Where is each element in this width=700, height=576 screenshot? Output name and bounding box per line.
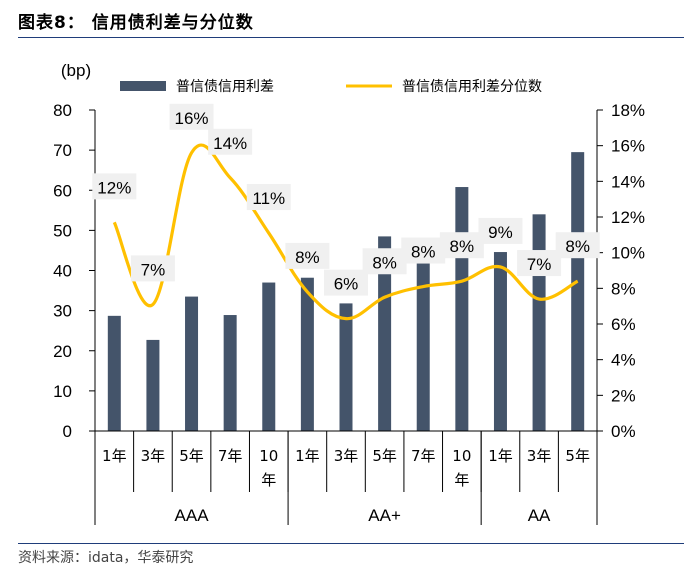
bar	[185, 296, 199, 431]
bar	[107, 315, 121, 431]
data-label-bg	[439, 232, 484, 259]
category-label: 3年	[334, 447, 359, 465]
source-note: 资料来源：idata，华泰研究	[18, 550, 194, 566]
data-label-bg	[92, 173, 137, 200]
right-tick-label: 6%	[611, 315, 636, 334]
left-tick-label: 20	[53, 342, 72, 361]
x-axis: 1年 3年 5年 7年 10 年 1年 3年 5年 7年 10 年 1年 3年 5年 AAA AA+ AA	[94, 430, 598, 525]
left-tick-label: 50	[53, 221, 72, 240]
bar	[571, 152, 585, 431]
data-label: 14%	[213, 134, 247, 153]
data-label-bg	[478, 217, 523, 244]
right-tick-label: 16%	[611, 137, 645, 156]
right-axis: 0% 2% 4% 6% 8% 10% 12% 14% 16% 18%	[596, 101, 645, 441]
data-label: 7%	[141, 260, 166, 279]
group-label: AAA	[175, 506, 210, 525]
data-label: 8%	[295, 248, 320, 267]
bar	[339, 303, 353, 431]
legend-line-label: 普信债信用利差分位数	[402, 79, 542, 95]
data-label-bg	[169, 103, 214, 130]
right-tick-label: 12%	[611, 208, 645, 227]
left-tick-label: 70	[53, 141, 72, 160]
data-label-bg	[555, 232, 600, 259]
legend-bar-label: 普信债信用利差	[176, 79, 274, 95]
category-label-line2: 年	[454, 471, 469, 489]
line-data-labels: 12% 7% 16%14% 11% 8% 6% 8% 8% 8% 9% 7% 8%	[92, 103, 600, 296]
left-tick-label: 30	[53, 302, 72, 321]
data-label-bg	[324, 269, 368, 296]
left-tick-label: 0	[63, 422, 72, 441]
line-series	[112, 143, 579, 321]
category-label: 1年	[488, 447, 513, 465]
left-axis: 0 10 20 30 40 50 60 70 80	[53, 101, 96, 441]
bar	[455, 187, 469, 431]
bar	[416, 239, 430, 431]
legend: 普信债信用利差 普信债信用利差分位数	[120, 79, 542, 95]
left-tick-label: 60	[53, 181, 72, 200]
bar	[300, 277, 314, 431]
data-label: 8%	[372, 253, 397, 272]
category-label: 10	[452, 447, 471, 465]
category-label: 1年	[295, 447, 320, 465]
group-label: AA	[528, 506, 551, 525]
bar	[223, 315, 237, 431]
left-tick-label: 10	[53, 382, 72, 401]
group-label: AA+	[368, 506, 401, 525]
category-label: 7年	[411, 447, 436, 465]
data-label-bg	[208, 128, 253, 155]
right-tick-label: 2%	[611, 386, 636, 405]
data-label: 8%	[565, 237, 590, 256]
line-path	[112, 143, 579, 321]
category-label-line2: 年	[261, 471, 276, 489]
data-label: 11%	[252, 189, 285, 208]
category-label: 5年	[179, 447, 204, 465]
data-label-bg	[362, 248, 407, 275]
data-label-bg	[285, 242, 330, 269]
left-tick-label: 80	[53, 101, 72, 120]
bar	[146, 339, 160, 431]
title-rule	[18, 37, 684, 38]
data-label: 12%	[97, 178, 131, 197]
data-label: 8%	[411, 243, 436, 262]
right-tick-label: 18%	[611, 101, 645, 120]
data-label-bg	[246, 184, 291, 211]
bar	[493, 252, 507, 431]
data-label: 7%	[527, 255, 552, 274]
category-label: 1年	[102, 447, 127, 465]
right-tick-label: 8%	[611, 279, 636, 298]
right-tick-label: 0%	[611, 422, 636, 441]
left-axis-unit: (bp)	[61, 61, 91, 80]
data-label-bg	[130, 255, 175, 282]
category-label: 5年	[372, 447, 397, 465]
figure-title: 图表8： 信用债利差与分位数	[18, 13, 254, 33]
category-label: 10	[259, 447, 278, 465]
bar	[378, 236, 392, 431]
right-tick-label: 10%	[611, 244, 645, 263]
data-label: 9%	[488, 223, 513, 242]
data-label: 8%	[450, 237, 475, 256]
bar	[532, 214, 546, 431]
footer-rule	[18, 543, 684, 544]
data-label: 16%	[175, 109, 209, 128]
data-label-bg	[401, 237, 446, 264]
bar	[262, 282, 276, 431]
right-tick-label: 14%	[611, 172, 645, 191]
category-label: 5年	[565, 447, 590, 465]
category-label: 3年	[141, 447, 166, 465]
category-label: 3年	[527, 447, 552, 465]
legend-bar-swatch	[120, 81, 166, 91]
left-tick-label: 40	[53, 262, 72, 281]
data-label: 6%	[334, 275, 359, 294]
category-label: 7年	[218, 447, 243, 465]
right-tick-label: 4%	[611, 351, 636, 370]
data-label-bg	[517, 250, 562, 277]
